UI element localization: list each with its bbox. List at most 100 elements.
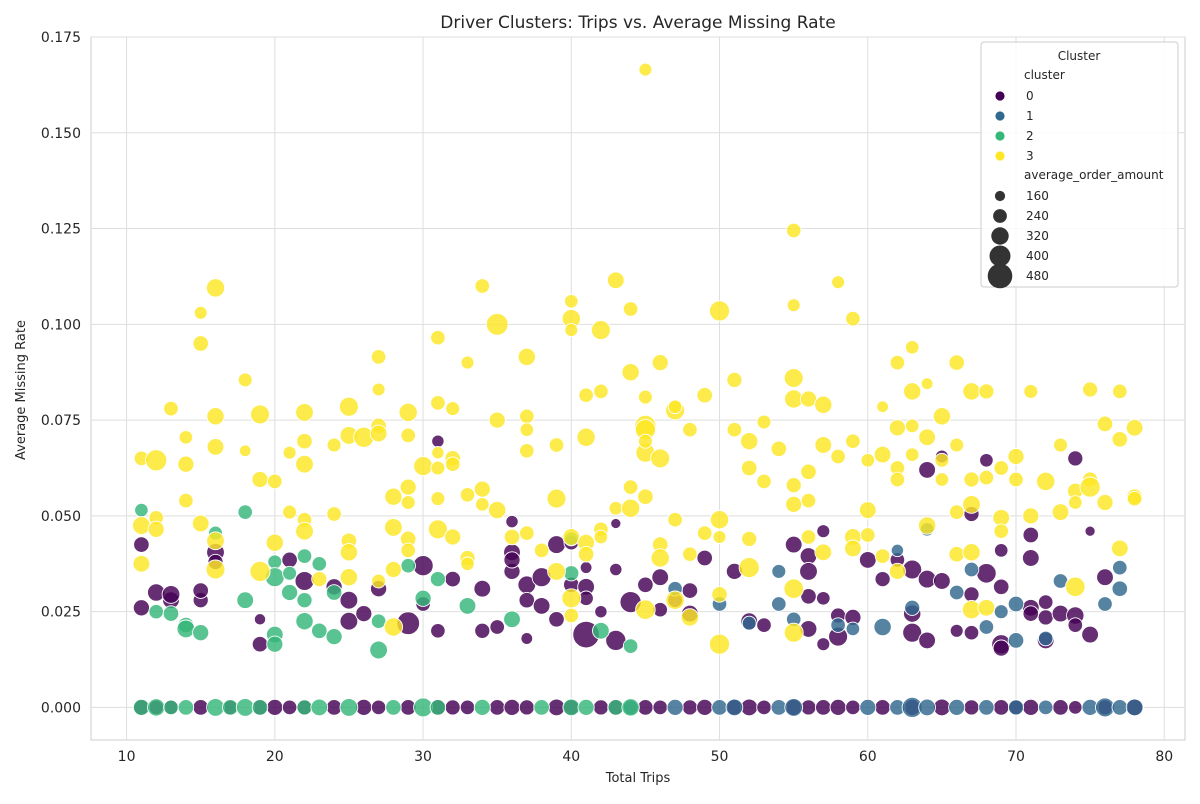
data-point [339,698,359,717]
data-point [1037,630,1054,647]
data-point [682,546,698,562]
data-point [192,624,210,642]
data-point [622,479,639,495]
data-point [948,504,965,520]
data-point [874,699,891,716]
data-point [1112,383,1128,400]
data-point [652,699,668,716]
data-point [992,578,1010,596]
legend-frame [980,41,1179,288]
data-point [1022,605,1040,622]
data-point [1096,493,1114,512]
data-point [784,698,804,717]
data-point [163,400,179,417]
data-point [771,563,787,579]
data-point [191,514,210,533]
data-point [592,621,610,640]
data-point [400,542,416,559]
data-point [993,543,1009,558]
data-point [400,557,416,574]
data-point [444,570,461,588]
data-point [770,440,788,458]
data-point [902,622,923,643]
data-point [651,568,670,587]
data-point [295,521,314,541]
data-point [1067,617,1084,633]
data-point [667,511,683,528]
data-point [888,419,906,437]
data-point [1008,471,1024,488]
data-point [845,433,861,449]
data-point [488,500,507,520]
x-tick-label: 30 [414,749,432,765]
legend-size-entries: 160 240 320 400 480 [987,189,1049,289]
data-point [250,404,270,425]
data-point [740,698,759,717]
x-tick-label: 70 [1007,749,1025,765]
data-point [249,560,271,582]
data-point [666,698,684,716]
data-point [429,699,447,716]
data-point [904,447,920,462]
data-point [576,427,596,447]
data-point [296,699,313,716]
data-point [132,554,151,573]
data-point [637,488,654,505]
data-point [562,698,581,717]
data-point [281,699,298,716]
data-point [993,604,1009,620]
data-point [918,698,936,717]
data-point [400,427,416,444]
data-point [637,433,653,449]
data-point [163,699,179,716]
data-point [519,422,535,437]
data-point [503,698,521,716]
data-point [903,382,922,401]
data-point [134,502,149,518]
data-point [192,582,209,599]
data-point [431,434,445,448]
legend-label: 480 [1026,269,1049,283]
data-point [503,528,521,546]
x-tick-label: 20 [266,749,284,765]
data-point [708,633,731,655]
data-point [148,603,164,620]
data-point [517,347,536,367]
data-point [1007,632,1025,649]
data-point [398,402,418,423]
data-point [665,590,685,610]
data-point [993,460,1009,476]
data-point [918,631,936,650]
x-axis-ticks: 10 20 30 40 50 60 70 80 [118,749,1173,765]
data-point [579,561,593,574]
data-point [740,432,759,451]
data-point [830,448,846,465]
data-point [978,383,995,400]
data-point [339,543,359,562]
data-point [948,698,966,716]
data-point [712,530,727,544]
data-point [132,516,151,535]
data-point [429,571,446,588]
data-point [205,559,226,580]
data-point [815,699,832,716]
data-point [295,612,314,631]
data-point [816,591,831,606]
data-point [934,472,950,487]
data-point [473,698,491,716]
data-point [547,698,566,717]
data-point [177,699,195,716]
legend-hue-title: cluster [1024,68,1065,82]
data-point [963,561,980,578]
data-point [563,607,580,624]
y-tick-label: 0.150 [41,126,81,142]
data-point [518,699,535,716]
data-point [992,699,1010,716]
data-point [235,698,255,717]
data-point [962,543,981,562]
data-point [296,432,313,450]
data-point [610,517,622,530]
data-point [162,605,180,622]
data-point [371,382,386,397]
